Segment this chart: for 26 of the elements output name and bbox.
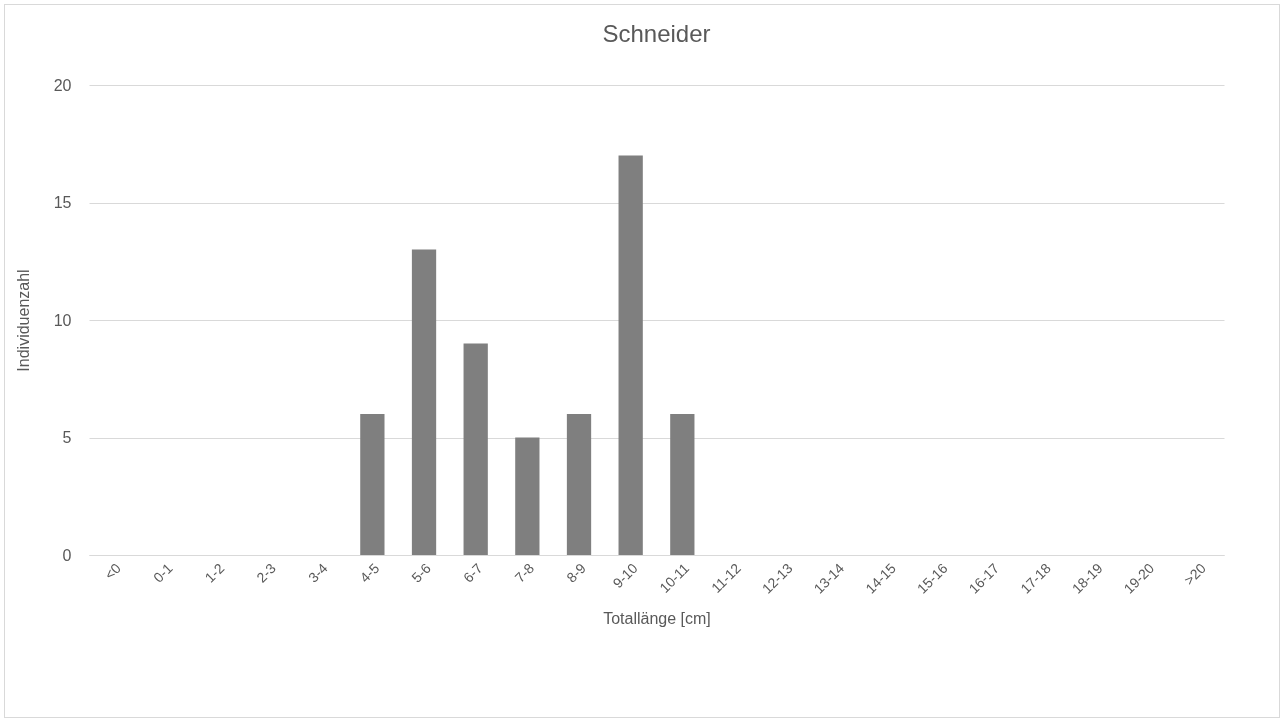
x-tick-label: <0 xyxy=(101,559,125,583)
x-tick-label: 0-1 xyxy=(150,559,176,586)
chart-title: Schneider xyxy=(602,20,711,47)
x-tick-label: 4-5 xyxy=(356,559,383,586)
y-tick-label: 0 xyxy=(62,546,72,564)
x-tick-label: 8-9 xyxy=(563,559,590,586)
y-tick-label: 20 xyxy=(53,76,72,94)
x-tick-label: 5-6 xyxy=(408,559,435,586)
bar xyxy=(515,437,540,555)
x-tick-label: >20 xyxy=(1180,559,1209,589)
x-tick-label: 7-8 xyxy=(511,559,538,586)
y-tick-label: 10 xyxy=(53,311,72,329)
y-tick-label: 5 xyxy=(62,429,72,446)
y-axis-title: Individuenzahl xyxy=(14,269,32,372)
x-tick-label: 6-7 xyxy=(459,559,486,586)
x-tick-label: 3-4 xyxy=(304,559,331,586)
bar xyxy=(411,249,437,555)
bar xyxy=(360,414,385,555)
x-tick-label: 2-3 xyxy=(253,559,280,586)
y-tick-label: 15 xyxy=(53,194,72,211)
bar xyxy=(618,155,643,555)
bar xyxy=(566,414,592,555)
bar xyxy=(463,343,488,555)
bar xyxy=(670,414,695,555)
x-axis-title: Totallänge [cm] xyxy=(603,609,711,627)
x-tick-label: 1-2 xyxy=(201,559,228,586)
